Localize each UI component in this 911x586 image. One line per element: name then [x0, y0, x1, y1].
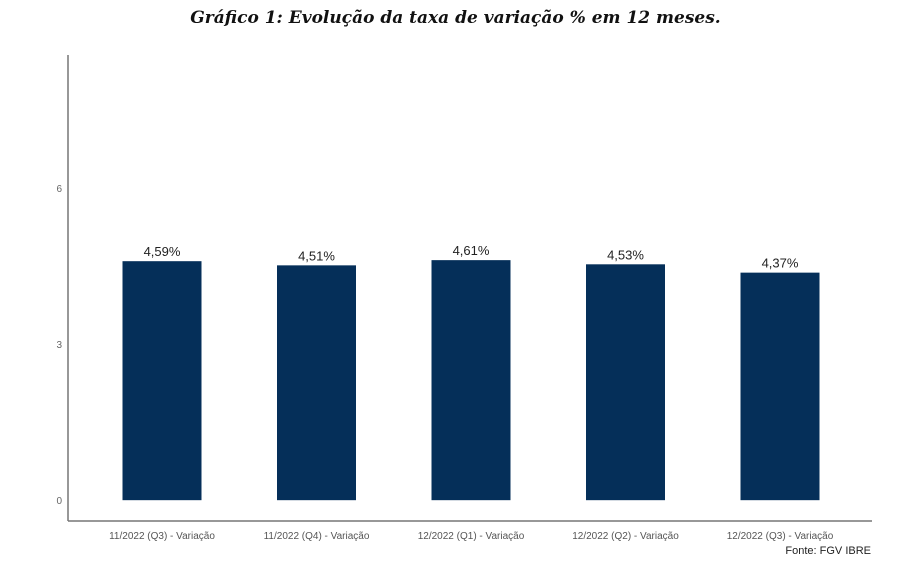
x-tick-label: 12/2022 (Q2) - Variação [572, 531, 679, 542]
x-tick-label: 12/2022 (Q3) - Variação [727, 531, 834, 542]
chart-title: Gráfico 1: Evolução da taxa de variação … [190, 8, 721, 28]
data-label: 4,51% [298, 248, 335, 263]
bar [277, 265, 356, 501]
y-tick-label: 0 [56, 496, 62, 507]
data-label: 4,59% [144, 244, 181, 259]
x-tick-label: 12/2022 (Q1) - Variação [418, 531, 525, 542]
source-note: Fonte: FGV IBRE [785, 545, 871, 557]
data-label: 4,37% [762, 256, 799, 271]
y-tick-label: 3 [56, 340, 62, 351]
x-tick-label: 11/2022 (Q4) - Variação [264, 531, 370, 542]
data-label: 4,53% [607, 247, 644, 262]
bar [586, 264, 665, 501]
bar [122, 261, 202, 501]
x-tick-label: 11/2022 (Q3) - Variação [109, 531, 215, 542]
y-tick-label: 6 [56, 184, 62, 195]
bar [431, 260, 511, 501]
data-label: 4,61% [453, 243, 490, 258]
bar [740, 272, 820, 501]
